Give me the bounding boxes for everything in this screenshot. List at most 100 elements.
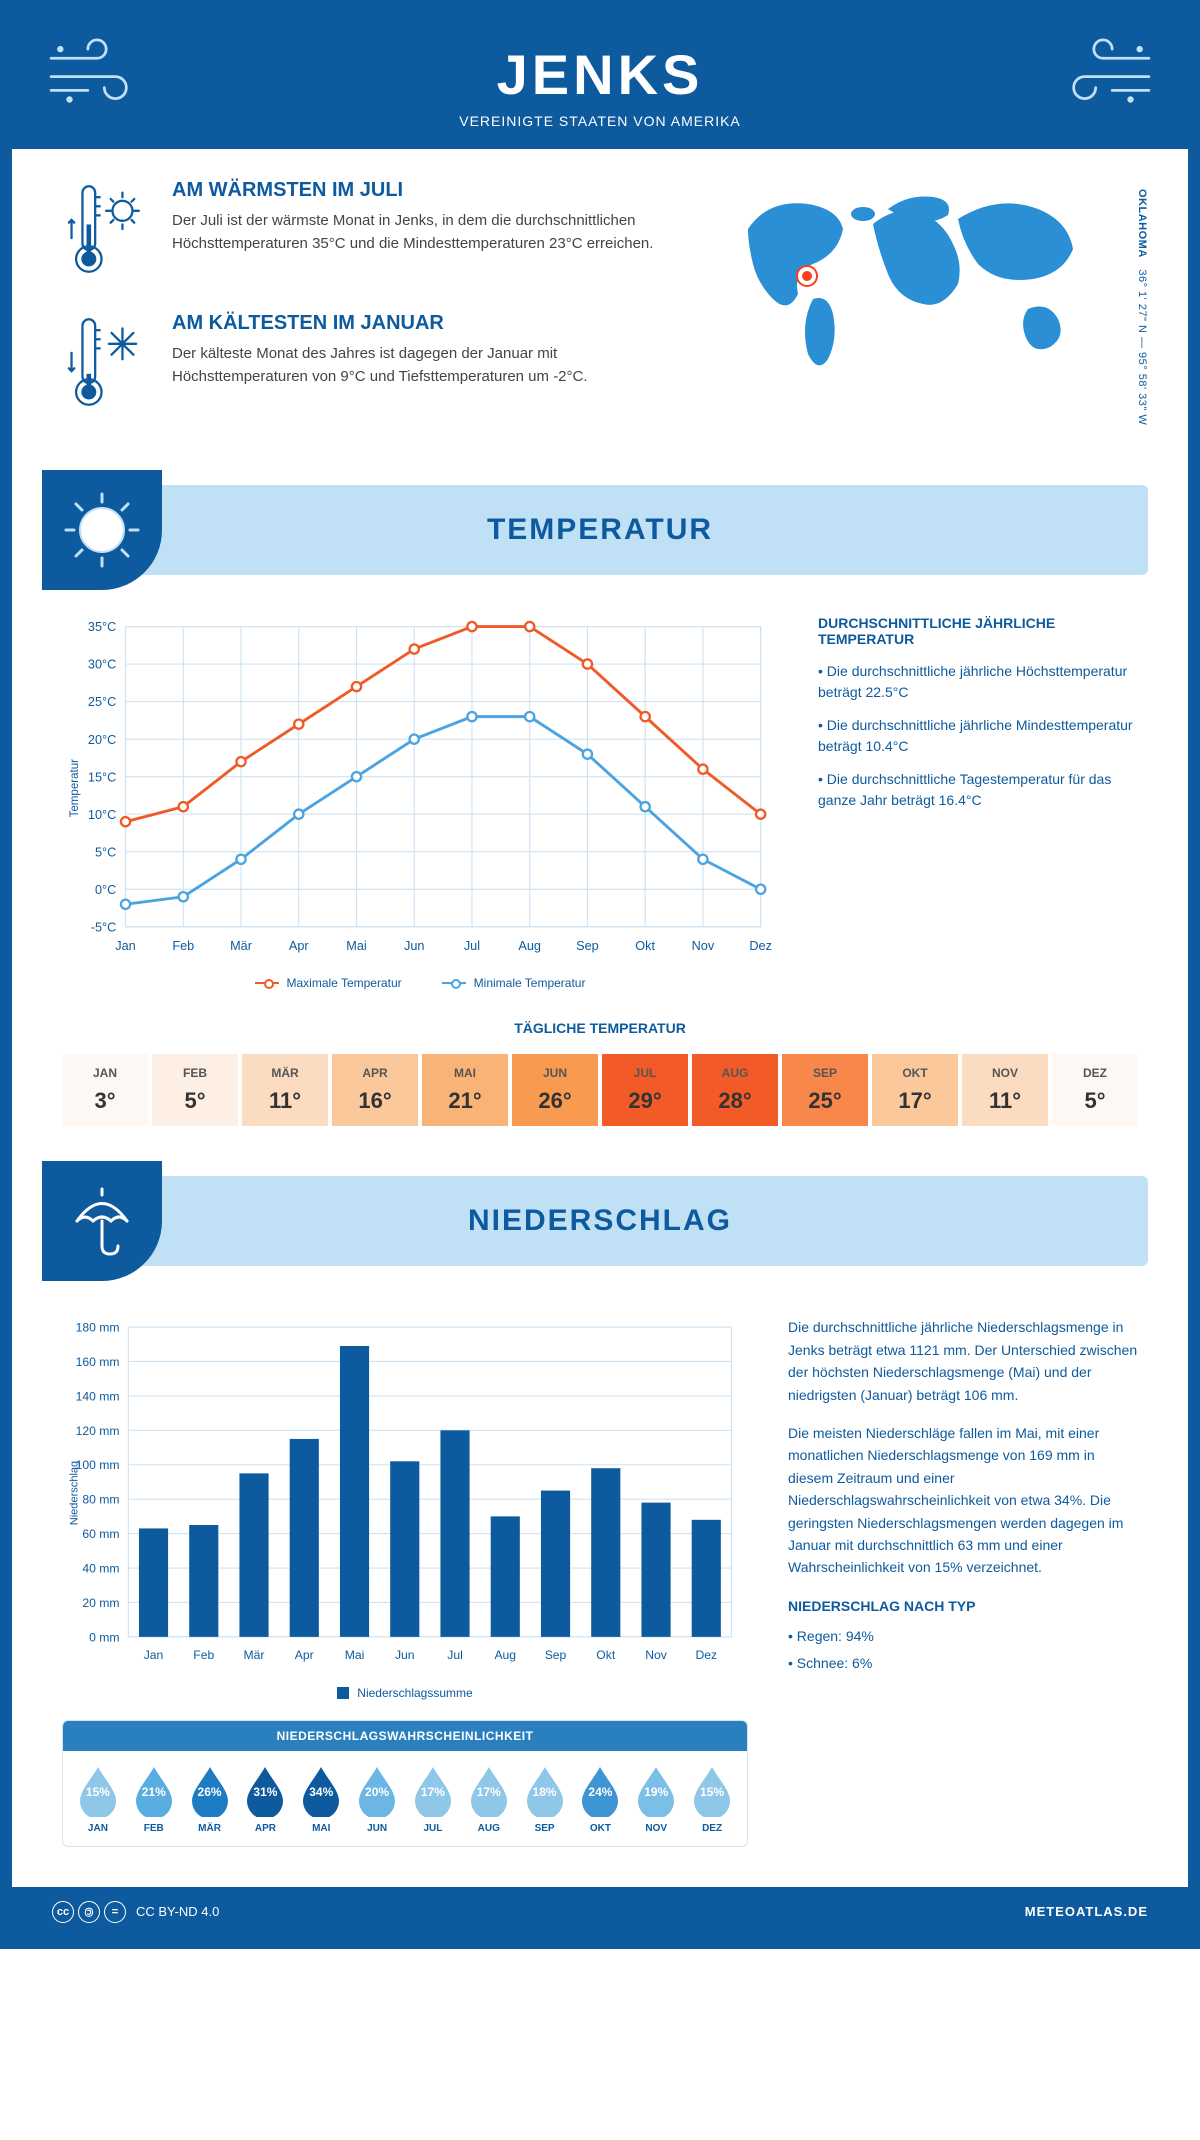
svg-text:Jul: Jul <box>447 1648 463 1662</box>
drop-icon: 20% <box>355 1763 399 1817</box>
prob-month: AUG <box>462 1823 516 1834</box>
precip-type-title: NIEDERSCHLAG NACH TYP <box>788 1595 1138 1617</box>
svg-text:0°C: 0°C <box>95 883 116 897</box>
prob-value: 31% <box>253 1785 277 1799</box>
cc-icon: cc <box>52 1901 74 1923</box>
prob-value: 26% <box>198 1785 222 1799</box>
prob-month: OKT <box>573 1823 627 1834</box>
precip-rain: • Regen: 94% <box>788 1625 1138 1647</box>
svg-text:Okt: Okt <box>635 939 655 953</box>
precip-section-bar: NIEDERSCHLAG <box>52 1176 1148 1266</box>
temp-bullet: • Die durchschnittliche jährliche Mindes… <box>818 715 1138 757</box>
precip-para1: Die durchschnittliche jährliche Niedersc… <box>788 1316 1138 1406</box>
prob-month: MAI <box>294 1823 348 1834</box>
month-label: APR <box>336 1066 414 1080</box>
wind-icon-right <box>1048 32 1158 117</box>
temp-bullet: • Die durchschnittliche jährliche Höchst… <box>818 661 1138 703</box>
svg-text:10°C: 10°C <box>88 808 116 822</box>
drop-icon: 17% <box>411 1763 455 1817</box>
drop-icon: 18% <box>523 1763 567 1817</box>
svg-text:Jan: Jan <box>115 939 135 953</box>
intro-facts: AM WÄRMSTEN IM JULI Der Juli ist der wär… <box>62 179 678 445</box>
svg-text:Jul: Jul <box>464 939 480 953</box>
svg-text:Sep: Sep <box>576 939 599 953</box>
temp-legend: Maximale Temperatur Minimale Temperatur <box>62 976 778 990</box>
wind-icon-left <box>42 32 152 117</box>
coldest-title: AM KÄLTESTEN IM JANUAR <box>172 312 678 335</box>
cc-icons: cc 🄯 = <box>52 1901 126 1923</box>
license-text: CC BY-ND 4.0 <box>136 1904 219 1919</box>
temp-value: 26° <box>516 1088 594 1114</box>
precip-heading: NIEDERSCHLAG <box>468 1204 732 1238</box>
drop-icon: 26% <box>188 1763 232 1817</box>
by-icon: 🄯 <box>78 1901 100 1923</box>
svg-text:Temperatur: Temperatur <box>69 759 81 817</box>
warmest-title: AM WÄRMSTEN IM JULI <box>172 179 678 202</box>
precip-info: Die durchschnittliche jährliche Niedersc… <box>788 1316 1138 1846</box>
prob-value: 20% <box>365 1785 389 1799</box>
prob-month: JAN <box>71 1823 125 1834</box>
prob-drop-cell: 15% JAN <box>71 1763 125 1834</box>
sun-icon <box>42 470 162 590</box>
legend-min: Minimale Temperatur <box>442 976 586 990</box>
prob-drop-cell: 21%FEB <box>127 1763 181 1834</box>
temp-value: 5° <box>1056 1088 1134 1114</box>
prob-month: JUN <box>350 1823 404 1834</box>
precip-left: 0 mm20 mm40 mm60 mm80 mm100 mm120 mm140 … <box>62 1316 748 1846</box>
month-label: DEZ <box>1056 1066 1134 1080</box>
svg-text:140 mm: 140 mm <box>76 1390 120 1404</box>
svg-text:80 mm: 80 mm <box>82 1493 119 1507</box>
prob-drop-cell: 34% MAI <box>294 1763 348 1834</box>
country-subtitle: VEREINIGTE STAATEN VON AMERIKA <box>32 113 1168 129</box>
temp-value: 28° <box>696 1088 774 1114</box>
month-label: JUL <box>606 1066 684 1080</box>
drop-icon: 34% <box>299 1763 343 1817</box>
city-title: JENKS <box>32 42 1168 107</box>
temperature-body: -5°C0°C5°C10°C15°C20°C25°C30°C35°CJanFeb… <box>12 595 1188 1000</box>
daily-temp-cell: AUG28° <box>692 1054 778 1126</box>
svg-text:Okt: Okt <box>596 1648 616 1662</box>
drop-icon: 19% <box>634 1763 678 1817</box>
prob-month: SEP <box>518 1823 572 1834</box>
prob-drop-cell: 24%OKT <box>573 1763 627 1834</box>
drop-icon: 21% <box>132 1763 176 1817</box>
svg-text:Dez: Dez <box>749 939 772 953</box>
daily-temp-cell: FEB5° <box>152 1054 238 1126</box>
temp-value: 17° <box>876 1088 954 1114</box>
temperature-heading: TEMPERATUR <box>487 513 713 547</box>
daily-temp-title: TÄGLICHE TEMPERATUR <box>62 1020 1138 1036</box>
prob-drop-cell: 20% JUN <box>350 1763 404 1834</box>
thermometer-cold-icon <box>62 312 152 417</box>
svg-text:Jan: Jan <box>144 1648 164 1662</box>
svg-text:100 mm: 100 mm <box>76 1459 120 1473</box>
legend-precip: Niederschlagssumme <box>337 1686 472 1700</box>
warmest-desc: Der Juli ist der wärmste Monat in Jenks,… <box>172 210 678 255</box>
temp-value: 11° <box>246 1088 324 1114</box>
location-marker <box>798 267 816 285</box>
month-label: JUN <box>516 1066 594 1080</box>
temperature-section-bar: TEMPERATUR <box>52 485 1148 575</box>
svg-text:Mär: Mär <box>244 1648 265 1662</box>
daily-temp-cell: MÄR 11° <box>242 1054 328 1126</box>
prob-value: 17% <box>421 1785 445 1799</box>
svg-text:30°C: 30°C <box>88 658 116 672</box>
month-label: OKT <box>876 1066 954 1080</box>
temp-bullet: • Die durchschnittliche Tagestemperatur … <box>818 769 1138 811</box>
temp-value: 3° <box>66 1088 144 1114</box>
precip-prob-panel: NIEDERSCHLAGSWAHRSCHEINLICHKEIT 15%JAN21… <box>62 1720 748 1847</box>
thermometer-hot-icon <box>62 179 152 284</box>
temp-value: 25° <box>786 1088 864 1114</box>
prob-value: 15% <box>86 1785 110 1799</box>
prob-title: NIEDERSCHLAGSWAHRSCHEINLICHKEIT <box>63 1721 747 1751</box>
month-label: MÄR <box>246 1066 324 1080</box>
prob-drop-cell: 17%JUL <box>406 1763 460 1834</box>
temp-line-chart: -5°C0°C5°C10°C15°C20°C25°C30°C35°CJanFeb… <box>62 615 778 966</box>
svg-text:Jun: Jun <box>404 939 424 953</box>
intro-section: AM WÄRMSTEN IM JULI Der Juli ist der wär… <box>12 149 1188 465</box>
prob-value: 21% <box>142 1785 166 1799</box>
prob-value: 18% <box>533 1785 557 1799</box>
month-label: SEP <box>786 1066 864 1080</box>
svg-text:5°C: 5°C <box>95 845 116 859</box>
temp-value: 16° <box>336 1088 414 1114</box>
prob-value: 15% <box>700 1785 724 1799</box>
